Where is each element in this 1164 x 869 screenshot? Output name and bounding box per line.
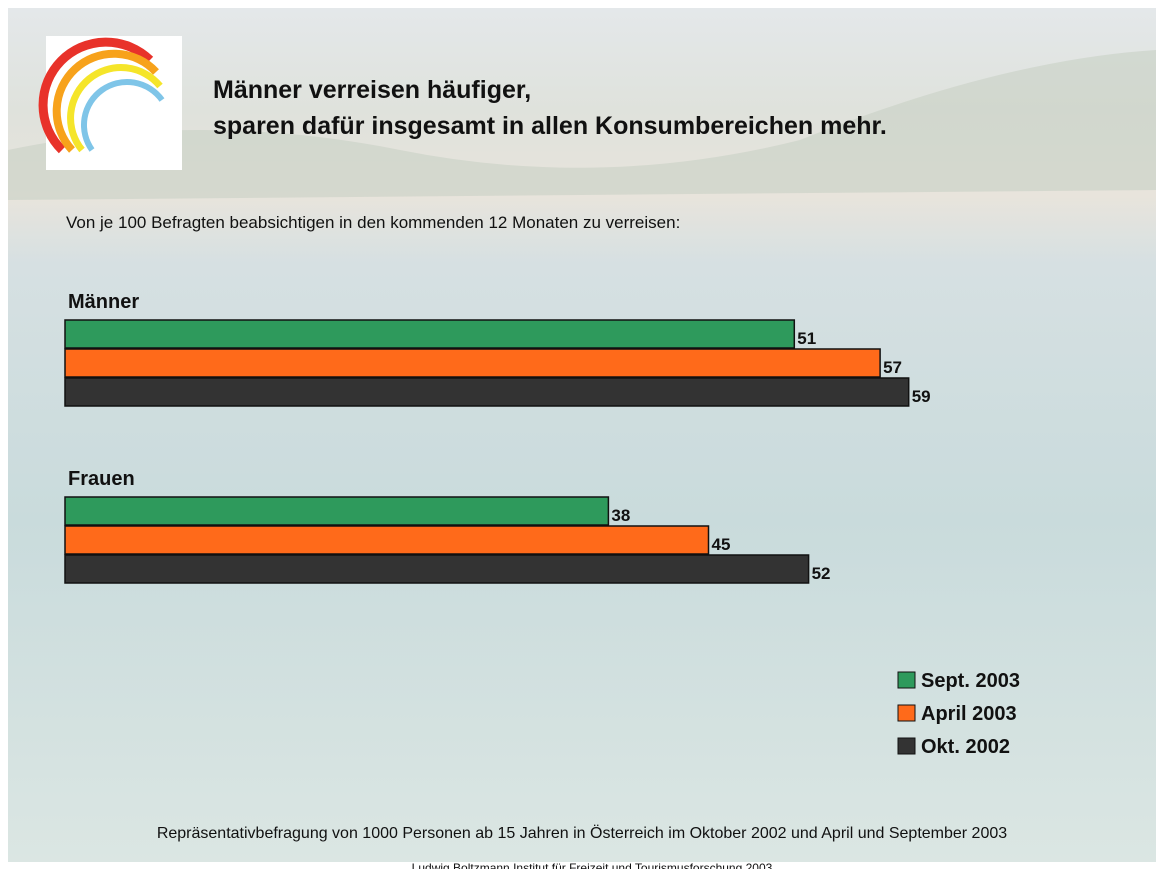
background-hills: [8, 50, 1156, 200]
legend-swatch: [897, 671, 916, 689]
value-label: 45: [712, 535, 731, 554]
legend-label: Sept. 2003: [921, 670, 1020, 692]
bar: [64, 496, 610, 526]
bar: [64, 348, 881, 378]
group-label: Frauen: [68, 468, 135, 490]
value-label: 57: [883, 358, 902, 377]
value-label: 59: [912, 387, 931, 406]
legend-swatch: [897, 704, 916, 722]
value-label: 38: [611, 506, 630, 525]
legend-swatch: [897, 737, 916, 755]
bar: [64, 319, 796, 349]
logo: [38, 36, 182, 170]
legend-label: April 2003: [921, 703, 1017, 725]
bar: [64, 377, 910, 407]
footnote: Repräsentativbefragung von 1000 Personen…: [157, 824, 1007, 842]
bar: [64, 554, 810, 584]
chart-title: sparen dafür insgesamt in allen Konsumbe…: [213, 112, 887, 140]
value-label: 52: [812, 564, 831, 583]
legend-label: Okt. 2002: [921, 736, 1010, 758]
value-label: 51: [797, 329, 816, 348]
footnote: Ludwig Boltzmann Institut für Freizeit u…: [412, 861, 773, 869]
chart-subtitle: Von je 100 Befragten beabsichtigen in de…: [66, 213, 680, 232]
bar: [64, 525, 710, 555]
group-label: Männer: [68, 291, 139, 313]
chart-title: Männer verreisen häufiger,: [213, 76, 531, 104]
